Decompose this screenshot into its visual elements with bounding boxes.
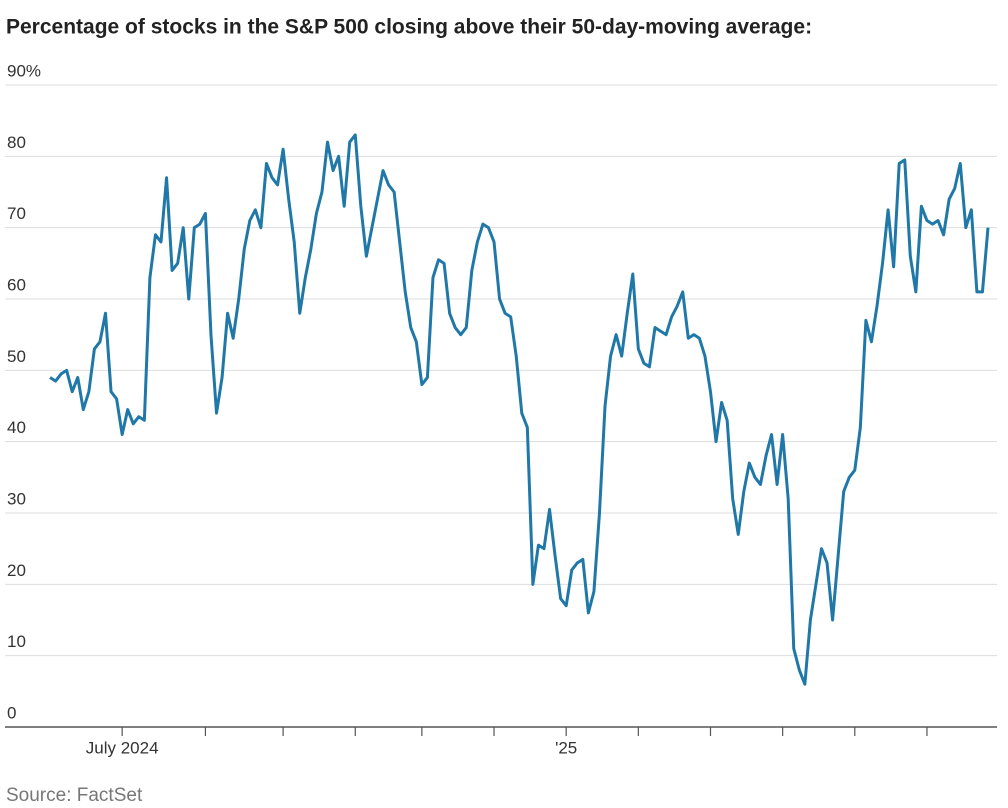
- y-tick-label: 50: [7, 347, 26, 366]
- y-tick-label: 0: [7, 703, 16, 722]
- y-tick-label: 60: [7, 275, 26, 294]
- chart-title: Percentage of stocks in the S&P 500 clos…: [6, 16, 812, 39]
- y-tick-label: 10: [7, 632, 26, 651]
- x-tick-label: '25: [555, 738, 577, 757]
- source: Source: FactSet: [6, 785, 143, 806]
- series-line: [49, 133, 990, 686]
- y-tick-label: 70: [7, 204, 26, 223]
- y-tick-label: 90%: [7, 61, 41, 80]
- y-tick-label: 80: [7, 133, 26, 152]
- y-tick-label: 40: [7, 418, 26, 437]
- x-tick-label: July 2024: [86, 738, 159, 757]
- y-tick-label: 30: [7, 489, 26, 508]
- y-tick-label: 20: [7, 561, 26, 580]
